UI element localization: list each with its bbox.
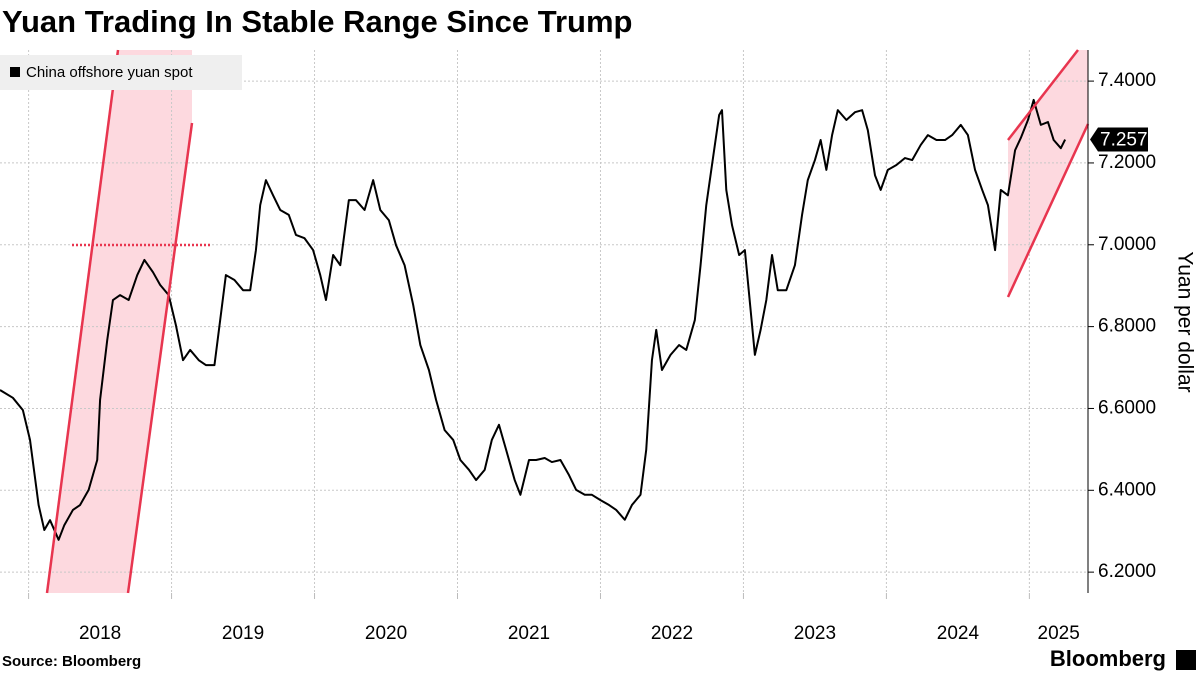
source: Source: Bloomberg bbox=[2, 653, 141, 670]
trend-line bbox=[1006, 123, 1090, 298]
x-tick-label: 2022 bbox=[651, 623, 693, 644]
series bbox=[0, 98, 1067, 541]
y-tick-label: 6.4000 bbox=[1098, 479, 1156, 500]
y-tick-label: 6.2000 bbox=[1098, 561, 1156, 582]
trend-band bbox=[1008, 50, 1088, 297]
trend-line bbox=[45, 49, 120, 594]
y-tick-label: 7.4000 bbox=[1098, 70, 1156, 91]
annotations bbox=[45, 49, 1090, 594]
y-tick-label: 6.6000 bbox=[1098, 397, 1156, 418]
y-tick-label: 7.2000 bbox=[1098, 152, 1156, 173]
chart-title: Yuan Trading In Stable Range Since Trump bbox=[2, 4, 632, 39]
y-tick-label: 7.0000 bbox=[1098, 234, 1156, 255]
legend-box bbox=[0, 55, 242, 90]
trend-band bbox=[47, 50, 192, 593]
y-axis-label: Yuan per dollar bbox=[1173, 251, 1196, 392]
legend-label: China offshore yuan spot bbox=[26, 64, 193, 81]
last-value-box bbox=[1090, 127, 1148, 152]
x-tick-label: 2023 bbox=[794, 623, 836, 644]
trend-line bbox=[126, 122, 194, 594]
x-tick-label: 2020 bbox=[365, 623, 407, 644]
y-tick-label: 6.8000 bbox=[1098, 316, 1156, 337]
brand: Bloomberg bbox=[1050, 646, 1166, 671]
legend-swatch bbox=[10, 67, 20, 77]
trend-line bbox=[1007, 49, 1079, 141]
brand-icon bbox=[1176, 650, 1196, 670]
x-tick-label: 2025 bbox=[1038, 623, 1080, 644]
x-tick-label: 2018 bbox=[79, 623, 121, 644]
x-tick-label: 2019 bbox=[222, 623, 264, 644]
annotations bbox=[47, 50, 1088, 593]
x-tick-label: 2024 bbox=[937, 623, 980, 644]
last-value-label: 7.2572 bbox=[1100, 130, 1158, 151]
line bbox=[0, 98, 1067, 541]
x-tick-label: 2021 bbox=[508, 623, 550, 644]
